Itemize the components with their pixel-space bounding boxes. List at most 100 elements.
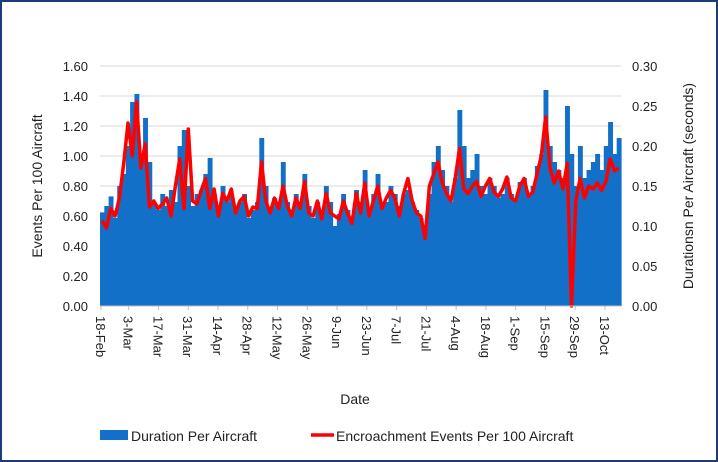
duration-bar [517,182,523,306]
duration-bar [358,202,364,306]
duration-bar [267,210,273,306]
duration-bar [513,198,519,306]
x-tick-label: 18-Feb [93,316,108,357]
duration-bar [401,194,407,306]
duration-bar [168,190,174,306]
duration-bar [285,202,291,306]
duration-bar [100,212,105,306]
duration-bar [474,154,480,306]
x-tick-label: 28-Apr [240,316,255,356]
duration-bar [354,190,359,306]
duration-bar [547,146,553,306]
y-left-tick-label: 0.20 [63,269,88,284]
duration-bar [375,174,381,306]
duration-bar [362,170,368,306]
duration-bar [263,186,269,306]
duration-bar [160,194,166,306]
duration-bar [530,186,536,306]
y-left-tick-label: 0.60 [63,209,88,224]
duration-bar [418,218,424,306]
duration-bar [496,198,502,306]
duration-bar [306,206,312,306]
duration-bar [414,210,420,306]
y-right-tick-label: 0.30 [632,59,657,74]
duration-bar [457,110,463,306]
y-left-tick-label: 0.40 [63,239,88,254]
duration-bar [539,154,545,306]
duration-bar [194,194,200,306]
duration-bar [384,202,390,306]
duration-bar [616,138,622,306]
duration-bar [229,194,235,306]
duration-bar [500,194,506,306]
y-axis-right-label: Durationsn Per Aircraft (seconds) [680,83,696,289]
x-tick-label: 3-Mar [121,316,136,351]
x-tick-label: 7-Jul [389,316,404,344]
duration-bar [461,146,467,306]
x-tick-label: 26-May [299,316,314,360]
duration-bar [612,154,618,306]
left-axis-ticks: 0.00 0.20 0.40 0.60 0.80 1.00 1.20 1.40 1.60 [63,59,88,314]
duration-bar [577,146,583,306]
duration-bar [272,198,278,306]
x-axis-label: Date [340,391,370,407]
duration-bar [112,218,118,306]
duration-bar [190,206,196,306]
duration-bar [134,94,140,306]
right-axis-ticks: 0.00 0.05 0.10 0.15 0.20 0.25 0.30 [632,59,657,314]
y-right-tick-label: 0.20 [632,139,657,154]
duration-bar [543,90,549,306]
duration-bar [310,218,316,306]
duration-bar [298,202,303,306]
duration-bar [319,210,325,306]
y-left-tick-label: 1.40 [63,89,88,104]
duration-bar [478,186,484,306]
duration-bar [431,162,437,306]
duration-bar [250,210,256,306]
duration-bar [186,186,192,306]
duration-bar [470,170,476,306]
duration-bar [427,194,433,306]
duration-bar [440,170,446,306]
duration-bar [341,194,347,306]
duration-bar [211,194,217,306]
x-tick-label: 1-Sep [508,316,523,351]
x-tick-label: 4-Aug [448,316,463,351]
duration-bar [173,202,179,306]
duration-bar [526,194,532,306]
duration-bar [366,210,372,306]
duration-bar [487,178,493,306]
duration-bar [397,206,403,306]
x-tick-label: 29-Sep [567,316,582,358]
x-tick-label: 12-May [270,316,285,360]
duration-bar [582,178,588,306]
x-tick-label: 23-Jun [359,316,374,356]
duration-bar [315,202,321,306]
y-right-tick-label: 0.10 [632,219,657,234]
duration-bar [164,206,170,306]
duration-bar [224,202,230,306]
duration-bar [349,218,355,306]
duration-bar [586,170,592,306]
duration-bar [259,138,265,306]
y-left-tick-label: 0.00 [63,299,88,314]
duration-bar [371,194,377,306]
y-right-tick-label: 0.05 [632,259,657,274]
x-tick-label: 31-Mar [180,316,195,358]
y-left-tick-label: 0.80 [63,179,88,194]
duration-bar [336,214,342,306]
duration-bar [560,178,566,306]
duration-bar [608,122,613,306]
duration-bar [323,186,329,306]
duration-bar [465,178,471,306]
y-axis-left-label: Events Per 100 Aircraft [29,114,45,257]
duration-bar [435,146,441,306]
duration-bar [534,166,540,306]
duration-bar [143,118,148,306]
duration-bar [293,194,299,306]
duration-bar [237,202,243,306]
x-tick-label: 21-Jul [418,316,433,352]
duration-bar [242,194,247,306]
duration-bar [521,178,527,306]
